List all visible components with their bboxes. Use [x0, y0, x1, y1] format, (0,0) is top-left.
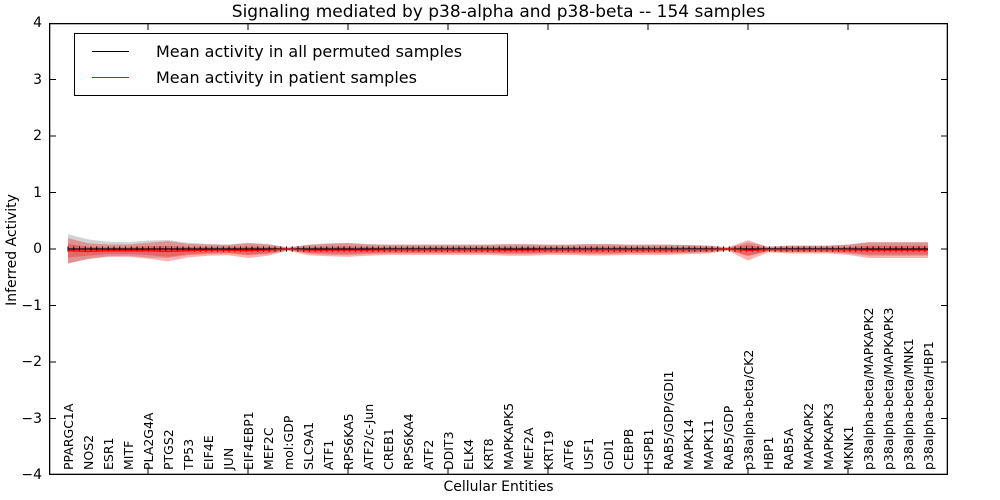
legend-label-patient: Mean activity in patient samples	[156, 68, 417, 88]
plot-frame	[48, 22, 949, 476]
y-tick-label: −4	[21, 467, 42, 483]
x-tick-label: MEF2C	[261, 427, 276, 470]
axis-ticks	[50, 22, 947, 476]
x-tick-label: RPS6KA5	[341, 413, 356, 470]
y-tick-label: −3	[21, 410, 42, 427]
x-tick-label: HSPB1	[641, 428, 656, 470]
patient-mean-line	[67, 248, 928, 252]
y-tick-label: 1	[33, 184, 42, 201]
x-tick-label: RPS6KA4	[401, 413, 416, 470]
x-tick-label: ATF2	[421, 439, 436, 470]
x-tick-label: PTGS2	[161, 429, 176, 470]
x-tick-label: KRT19	[541, 430, 556, 470]
x-tick-label: CEBPB	[621, 428, 636, 470]
x-tick-label: MEF2A	[521, 427, 536, 470]
x-tick-label: p38alpha-beta/MAPKAPK3	[881, 307, 896, 471]
x-tick-label: ATF1	[321, 439, 336, 470]
x-tick-label: PPARGC1A	[61, 403, 76, 470]
x-tick-label: EIF4EBP1	[241, 411, 256, 470]
y-tick-label: 0	[33, 241, 42, 257]
x-tick-label: RAB5/GDP	[721, 405, 736, 470]
x-tick-label: EIF4E	[201, 435, 216, 470]
y-tick-label: 3	[33, 71, 42, 88]
x-tick-label: RAB5/GDP/GDI1	[661, 370, 676, 470]
x-tick-label: MAPKAPK5	[501, 402, 516, 470]
x-tick-label: mol:GDP	[281, 415, 296, 470]
chart-title: Signaling mediated by p38-alpha and p38-…	[231, 2, 766, 22]
x-tick-label: SLC9A1	[301, 421, 316, 470]
x-tick-label: CREB1	[381, 428, 396, 470]
x-tick-label: ESR1	[101, 437, 116, 470]
y-tick-label: −2	[21, 354, 42, 370]
x-tick-label: ATF6	[561, 439, 576, 470]
x-tick-label: HBP1	[761, 436, 776, 470]
x-tick-label: MKNK1	[841, 425, 856, 470]
x-tick-label: JUN	[221, 447, 236, 470]
x-tick-label: p38alpha-beta/MAPKAPK2	[861, 307, 876, 471]
x-tick-label: USF1	[581, 437, 596, 470]
x-tick-label: p38alpha-beta/HBP1	[921, 341, 936, 470]
x-tick-label: p38alpha-beta/CK2	[741, 349, 756, 470]
patient-std-band-inner	[68, 243, 928, 258]
plot-area	[48, 22, 949, 476]
x-tick-label: MAPK14	[681, 419, 696, 470]
x-tick-label: p38alpha-beta/MNK1	[901, 338, 916, 470]
x-tick-label: RAB5A	[781, 428, 796, 470]
x-tick-label: MAPK11	[701, 419, 716, 470]
legend: Mean activity in all permuted samples Me…	[74, 33, 508, 96]
chart-canvas	[48, 22, 949, 476]
patient-std-band-outer	[68, 238, 928, 264]
patient-line-swatch	[92, 77, 129, 79]
legend-label-permuted: Mean activity in all permuted samples	[156, 41, 463, 61]
y-tick-label: −1	[21, 297, 42, 314]
x-tick-label: ELK4	[461, 438, 476, 470]
x-tick-label: MAPKAPK3	[821, 402, 836, 470]
permuted-line-swatch	[92, 50, 129, 52]
y-tick-label: 2	[33, 128, 42, 144]
legend-item-patient: Mean activity in patient samples	[75, 68, 507, 87]
x-tick-label: NOS2	[81, 434, 96, 470]
y-tick-label: 4	[33, 15, 42, 31]
x-axis-label: Cellular Entities	[443, 479, 554, 495]
x-tick-label: PLA2G4A	[141, 412, 156, 470]
x-tick-label: KRT8	[481, 438, 496, 470]
x-tick-label: ATF2/c-Jun	[361, 403, 376, 470]
x-tick-label: DDIT3	[441, 431, 456, 470]
x-tick-label: GDI1	[601, 439, 616, 470]
x-tick-label: MAPKAPK2	[801, 402, 816, 470]
x-tick-label: TP53	[181, 438, 196, 470]
x-tick-label: MITF	[121, 440, 136, 470]
legend-item-permuted: Mean activity in all permuted samples	[75, 42, 507, 61]
